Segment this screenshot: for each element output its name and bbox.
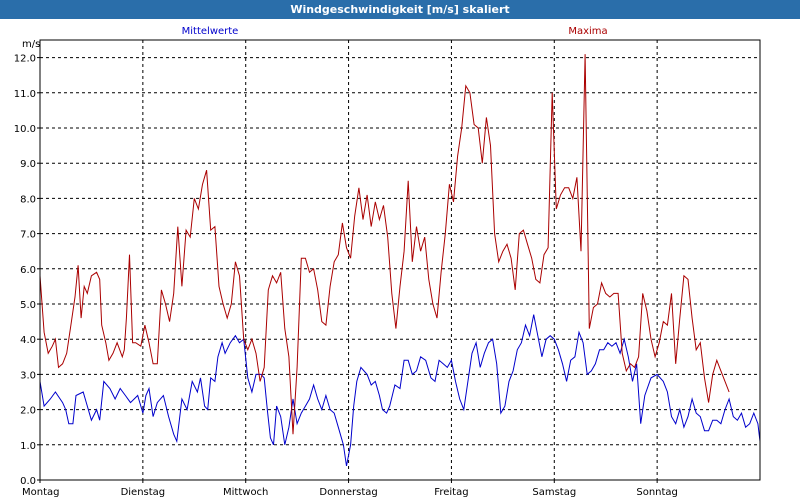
- y-tick-label: 11.0: [14, 89, 36, 100]
- y-tick-label: 2.0: [20, 406, 36, 417]
- y-tick-label: 3.0: [20, 370, 36, 381]
- x-tick-day: Donnerstag: [319, 487, 377, 498]
- window-title: Windgeschwindigkeit [m/s] skaliert: [0, 0, 800, 19]
- y-axis-ticks: 0.0 1.0 2.0 3.0 4.0 5.0 6.0 7.0 8.0 9.0 10.0 11.0 12…: [14, 54, 40, 487]
- grid: [40, 40, 760, 480]
- y-tick-label: 8.0: [20, 194, 36, 205]
- wind-speed-chart: m/s 0.0 1.0 2.0 3.0 4.0 5.0 6.0 7.0 8.0 9.0 10.0 11…: [0, 19, 800, 500]
- x-tick-day: Sonntag: [636, 487, 678, 498]
- x-tick-day: Samstag: [532, 487, 576, 498]
- legend-maxima: Maxima: [568, 26, 607, 37]
- x-tick-day: Montag: [22, 487, 59, 498]
- series-line-maxima: [39, 54, 730, 435]
- x-tick-day: Mittwoch: [223, 487, 268, 498]
- y-tick-label: 4.0: [20, 335, 36, 346]
- plot-frame: [39, 39, 761, 481]
- x-axis-ticks: Montag29.08.22Dienstag30.08.22Mittwoch31…: [22, 480, 678, 498]
- y-tick-label: 6.0: [20, 265, 36, 276]
- y-tick-label: 10.0: [14, 124, 36, 135]
- y-axis-label: m/s: [22, 39, 40, 50]
- y-tick-label: 1.0: [20, 441, 36, 452]
- series-lines: [39, 54, 761, 466]
- x-tick-day: Dienstag: [121, 487, 166, 498]
- y-tick-label: 7.0: [20, 230, 36, 241]
- series-line-mittelwerte: [39, 314, 761, 466]
- y-tick-label: 5.0: [20, 300, 36, 311]
- legend-mittelwerte: Mittelwerte: [182, 26, 239, 37]
- y-tick-label: 0.0: [20, 476, 36, 487]
- x-tick-day: Freitag: [434, 487, 468, 498]
- y-tick-label: 12.0: [14, 54, 36, 65]
- y-tick-label: 9.0: [20, 159, 36, 170]
